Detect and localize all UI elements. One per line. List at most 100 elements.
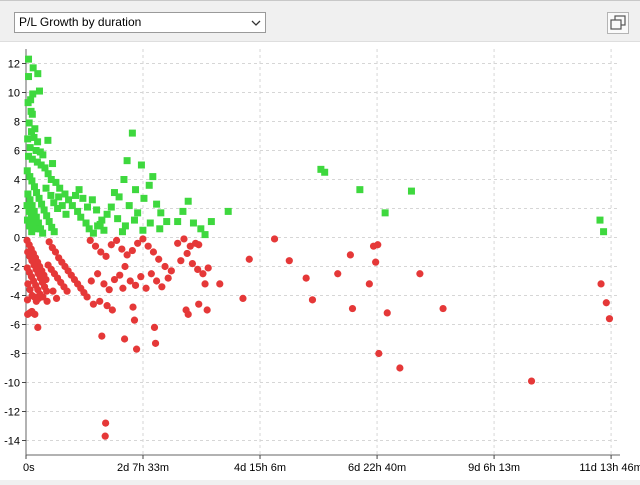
loss-point xyxy=(108,306,116,314)
profit-point xyxy=(58,202,66,210)
profit-point xyxy=(44,136,52,144)
profit-point xyxy=(163,218,171,226)
loss-point xyxy=(188,260,197,268)
profit-point xyxy=(26,144,34,152)
maximize-chart-button[interactable] xyxy=(607,12,629,34)
profit-point xyxy=(103,210,111,218)
profit-point xyxy=(157,209,165,217)
loss-point xyxy=(186,242,194,250)
x-tick-label: 9d 6h 13m xyxy=(468,462,520,474)
profit-point xyxy=(29,64,37,72)
profit-point xyxy=(24,135,32,143)
loss-point xyxy=(107,241,115,249)
loss-point xyxy=(129,303,137,311)
profit-point xyxy=(35,194,43,202)
profit-point xyxy=(596,216,604,224)
chart-toolbar: P/L Growth by duration xyxy=(0,1,640,41)
profit-point xyxy=(156,225,164,233)
profit-point xyxy=(88,196,96,204)
profit-point xyxy=(26,222,34,230)
profit-point xyxy=(39,151,47,159)
loss-point xyxy=(151,339,160,347)
loss-point xyxy=(94,270,102,278)
profit-point xyxy=(47,176,55,183)
loss-point xyxy=(150,323,159,331)
profit-point xyxy=(356,186,364,194)
chart-type-dropdown-value: P/L Growth by duration xyxy=(19,15,142,29)
profit-point xyxy=(33,189,41,197)
loss-point xyxy=(103,302,111,310)
profit-point xyxy=(44,170,52,178)
y-tick-label: 10 xyxy=(8,88,20,100)
y-tick-label: -8 xyxy=(10,349,20,361)
loss-point xyxy=(285,257,293,265)
loss-point xyxy=(130,316,139,324)
profit-point xyxy=(407,187,415,195)
profit-point xyxy=(137,161,145,169)
loss-point xyxy=(98,332,106,340)
profit-point xyxy=(37,161,45,169)
x-tick-label: 2d 7h 33m xyxy=(117,462,169,474)
y-tick-label: -6 xyxy=(10,320,20,332)
loss-point xyxy=(96,297,104,305)
loss-point xyxy=(383,309,391,317)
profit-point xyxy=(34,70,42,78)
y-tick-label: 4 xyxy=(14,175,20,187)
loss-point xyxy=(346,251,354,259)
y-tick-label: -10 xyxy=(4,378,20,390)
profit-point xyxy=(55,193,63,201)
loss-point xyxy=(83,293,91,301)
loss-point xyxy=(372,258,380,266)
y-tick-label: 0 xyxy=(14,233,20,245)
loss-point xyxy=(137,273,145,281)
profit-point xyxy=(201,231,209,239)
loss-point xyxy=(101,432,109,440)
profit-point xyxy=(32,213,40,221)
loss-point xyxy=(164,274,172,282)
loss-point xyxy=(120,335,129,343)
y-tick-label: 12 xyxy=(8,59,20,71)
loss-point xyxy=(216,280,224,288)
loss-point xyxy=(139,235,147,243)
profit-point xyxy=(47,191,55,199)
y-tick-label: 8 xyxy=(14,117,20,129)
profit-point xyxy=(79,194,87,202)
loss-point xyxy=(152,277,161,285)
y-tick-label: 2 xyxy=(14,204,20,216)
loss-point xyxy=(102,419,110,427)
profit-point xyxy=(27,213,35,221)
loss-point xyxy=(199,270,207,278)
profit-point xyxy=(42,184,50,192)
loss-point xyxy=(52,294,61,302)
profit-point xyxy=(153,200,161,208)
profit-point xyxy=(35,87,43,95)
loss-point xyxy=(112,236,121,244)
profit-point xyxy=(28,228,36,236)
profit-point xyxy=(118,228,126,236)
profit-point xyxy=(149,173,157,181)
profit-point xyxy=(114,215,122,223)
profit-point xyxy=(62,210,70,218)
loss-point xyxy=(121,262,129,271)
profit-point xyxy=(600,228,608,236)
chart-type-dropdown[interactable]: P/L Growth by duration xyxy=(14,12,266,33)
profit-point xyxy=(23,202,31,210)
profit-point xyxy=(93,206,101,214)
profit-point xyxy=(43,212,51,220)
profit-point xyxy=(40,206,48,214)
profit-point xyxy=(50,228,58,236)
profit-point xyxy=(26,196,34,204)
profit-point xyxy=(145,181,153,189)
loss-point xyxy=(149,248,158,256)
loss-point xyxy=(126,277,134,285)
profit-point xyxy=(115,193,123,201)
profit-point xyxy=(28,155,36,163)
loss-point xyxy=(597,280,605,288)
profit-point xyxy=(146,219,154,227)
profit-point xyxy=(26,173,34,181)
loss-point xyxy=(86,236,94,244)
loss-point xyxy=(204,264,212,272)
profit-point xyxy=(72,191,79,199)
loss-point xyxy=(132,345,141,353)
loss-point xyxy=(110,275,119,284)
